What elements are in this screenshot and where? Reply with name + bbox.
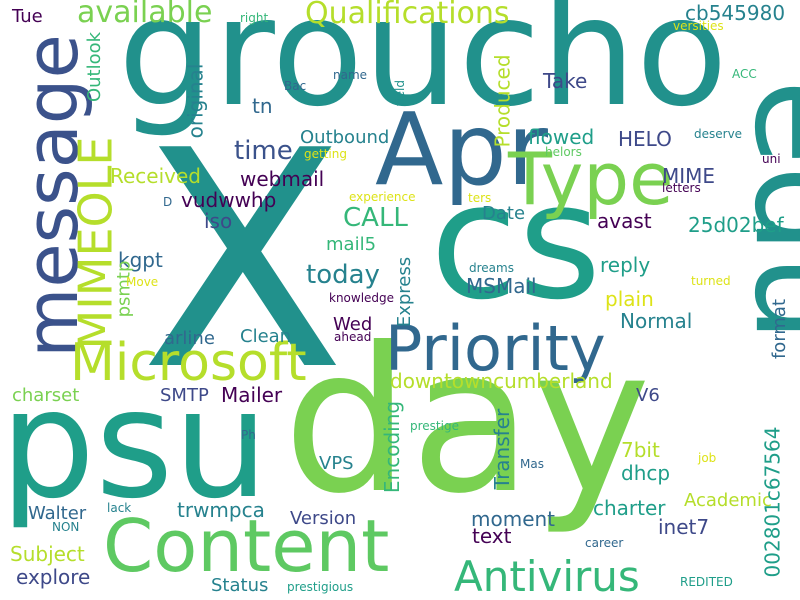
word-mail5: mail5 [326, 234, 377, 255]
word-25d02bef: 25d02bef [688, 213, 784, 237]
word-helors: helors [545, 145, 582, 159]
word-x: X [140, 87, 346, 436]
word-available: available [77, 0, 213, 30]
word-getting: getting [304, 147, 347, 161]
word-status: Status [211, 575, 269, 596]
word-produced: Produced [490, 54, 515, 148]
word-cs: cs [430, 148, 602, 335]
word-day: day [283, 305, 651, 538]
word-type: Type [508, 137, 674, 221]
word-avast: avast [597, 209, 652, 233]
word-non: NON [52, 520, 80, 534]
word-groucho: groucho [118, 0, 728, 140]
word-wed: Wed [333, 314, 373, 335]
word-experience: experience [349, 190, 416, 204]
word-plain: plain [605, 287, 654, 311]
word-deserve: deserve [694, 127, 743, 141]
word-cb545980: cb545980 [685, 1, 786, 25]
word-mas: Mas [520, 457, 544, 471]
word-name: name [333, 68, 368, 82]
word-trwmpca: trwmpca [177, 498, 265, 522]
word-uni: uni [762, 152, 781, 166]
word-iso: iso [204, 209, 233, 233]
word-letters: letters [662, 181, 701, 195]
word-002801c67564: 002801c67564 [760, 426, 785, 578]
word-turned: turned [691, 274, 731, 288]
word-academic: Academic [684, 490, 772, 511]
word-date: Date [482, 203, 526, 224]
word-transfer: Transfer [490, 408, 515, 490]
word-clean: Clean [240, 326, 292, 347]
word-job: job [698, 451, 717, 465]
word-dhcp: dhcp [621, 461, 671, 485]
word-inet7: inet7 [658, 515, 710, 539]
word-tn: tn [252, 94, 273, 118]
word-apr: Apr [375, 91, 548, 208]
word-charter: charter [593, 496, 666, 520]
word-outlook: Outlook [84, 31, 106, 103]
word-knowledge: knowledge [329, 291, 395, 305]
word-text: text [472, 524, 512, 548]
word-content: Content [103, 504, 390, 588]
word-charset: charset [12, 385, 80, 406]
word-ph: Ph [241, 428, 256, 442]
word-today: today [306, 260, 380, 290]
word-flowed: flowed [528, 125, 595, 149]
word-format: format [769, 298, 791, 360]
word-version: Version [290, 508, 357, 529]
word-lack: lack [107, 501, 132, 515]
word-ahead: ahead [334, 330, 372, 344]
word-smtp: SMTP [160, 385, 209, 406]
word-express: Express [394, 256, 416, 328]
word-time: time [234, 136, 293, 166]
word-d: D [163, 195, 173, 209]
word-original: original [183, 63, 208, 139]
word-dreams: dreams [469, 261, 514, 275]
word-versities: versities [673, 19, 724, 33]
word-vudwwhp: vudwwhp [181, 188, 277, 212]
word-explore: explore [16, 565, 91, 589]
word-mailer: Mailer [221, 383, 283, 407]
word-helo: HELO [618, 127, 672, 151]
word-kgpt: kgpt [118, 248, 163, 272]
word-call: CALL [343, 203, 408, 233]
word-walter: Walter [28, 503, 87, 524]
word-microsoft: Microsoft [70, 333, 307, 393]
word-7bit: 7bit [621, 438, 660, 462]
word-redited: REDITED [680, 575, 733, 589]
word-acc: ACC [732, 67, 757, 81]
word-take: Take [543, 69, 588, 93]
word-v6: V6 [636, 385, 660, 406]
word-mime: MIME [662, 164, 716, 188]
word-normal: Normal [620, 309, 693, 333]
word-qualifications: Qualifications [305, 0, 510, 31]
word-bac: Bac [284, 79, 307, 93]
word-prestige: prestige [410, 419, 459, 433]
word-reply: reply [600, 253, 651, 277]
word-psu: psu [0, 358, 269, 532]
word-prestigious: prestigious [287, 580, 354, 594]
word-antivirus: Antivirus [454, 552, 640, 600]
word-downtowncumberland: downtowncumberland [390, 369, 613, 393]
word-encoding: Encoding [380, 400, 405, 494]
word-right: right [240, 11, 269, 25]
word-psmtp: psmtp [113, 260, 135, 318]
word-ters: ters [468, 191, 492, 205]
word-subject: Subject [10, 542, 85, 566]
word-field: field [392, 80, 407, 106]
word-priority: Priority [385, 312, 606, 385]
word-edu: edu [722, 79, 800, 343]
word-received: Received [110, 164, 201, 188]
word-moment: moment [471, 507, 556, 531]
word-outbound: Outbound [300, 127, 390, 148]
word-move: Move [126, 275, 159, 289]
word-career: career [585, 536, 624, 550]
word-vps: VPS [319, 453, 354, 474]
word-tue: Tue [12, 6, 43, 27]
word-msmail: MSMail [466, 274, 537, 298]
word-webmail: webmail [240, 167, 325, 191]
word-arline: arline [164, 328, 215, 349]
